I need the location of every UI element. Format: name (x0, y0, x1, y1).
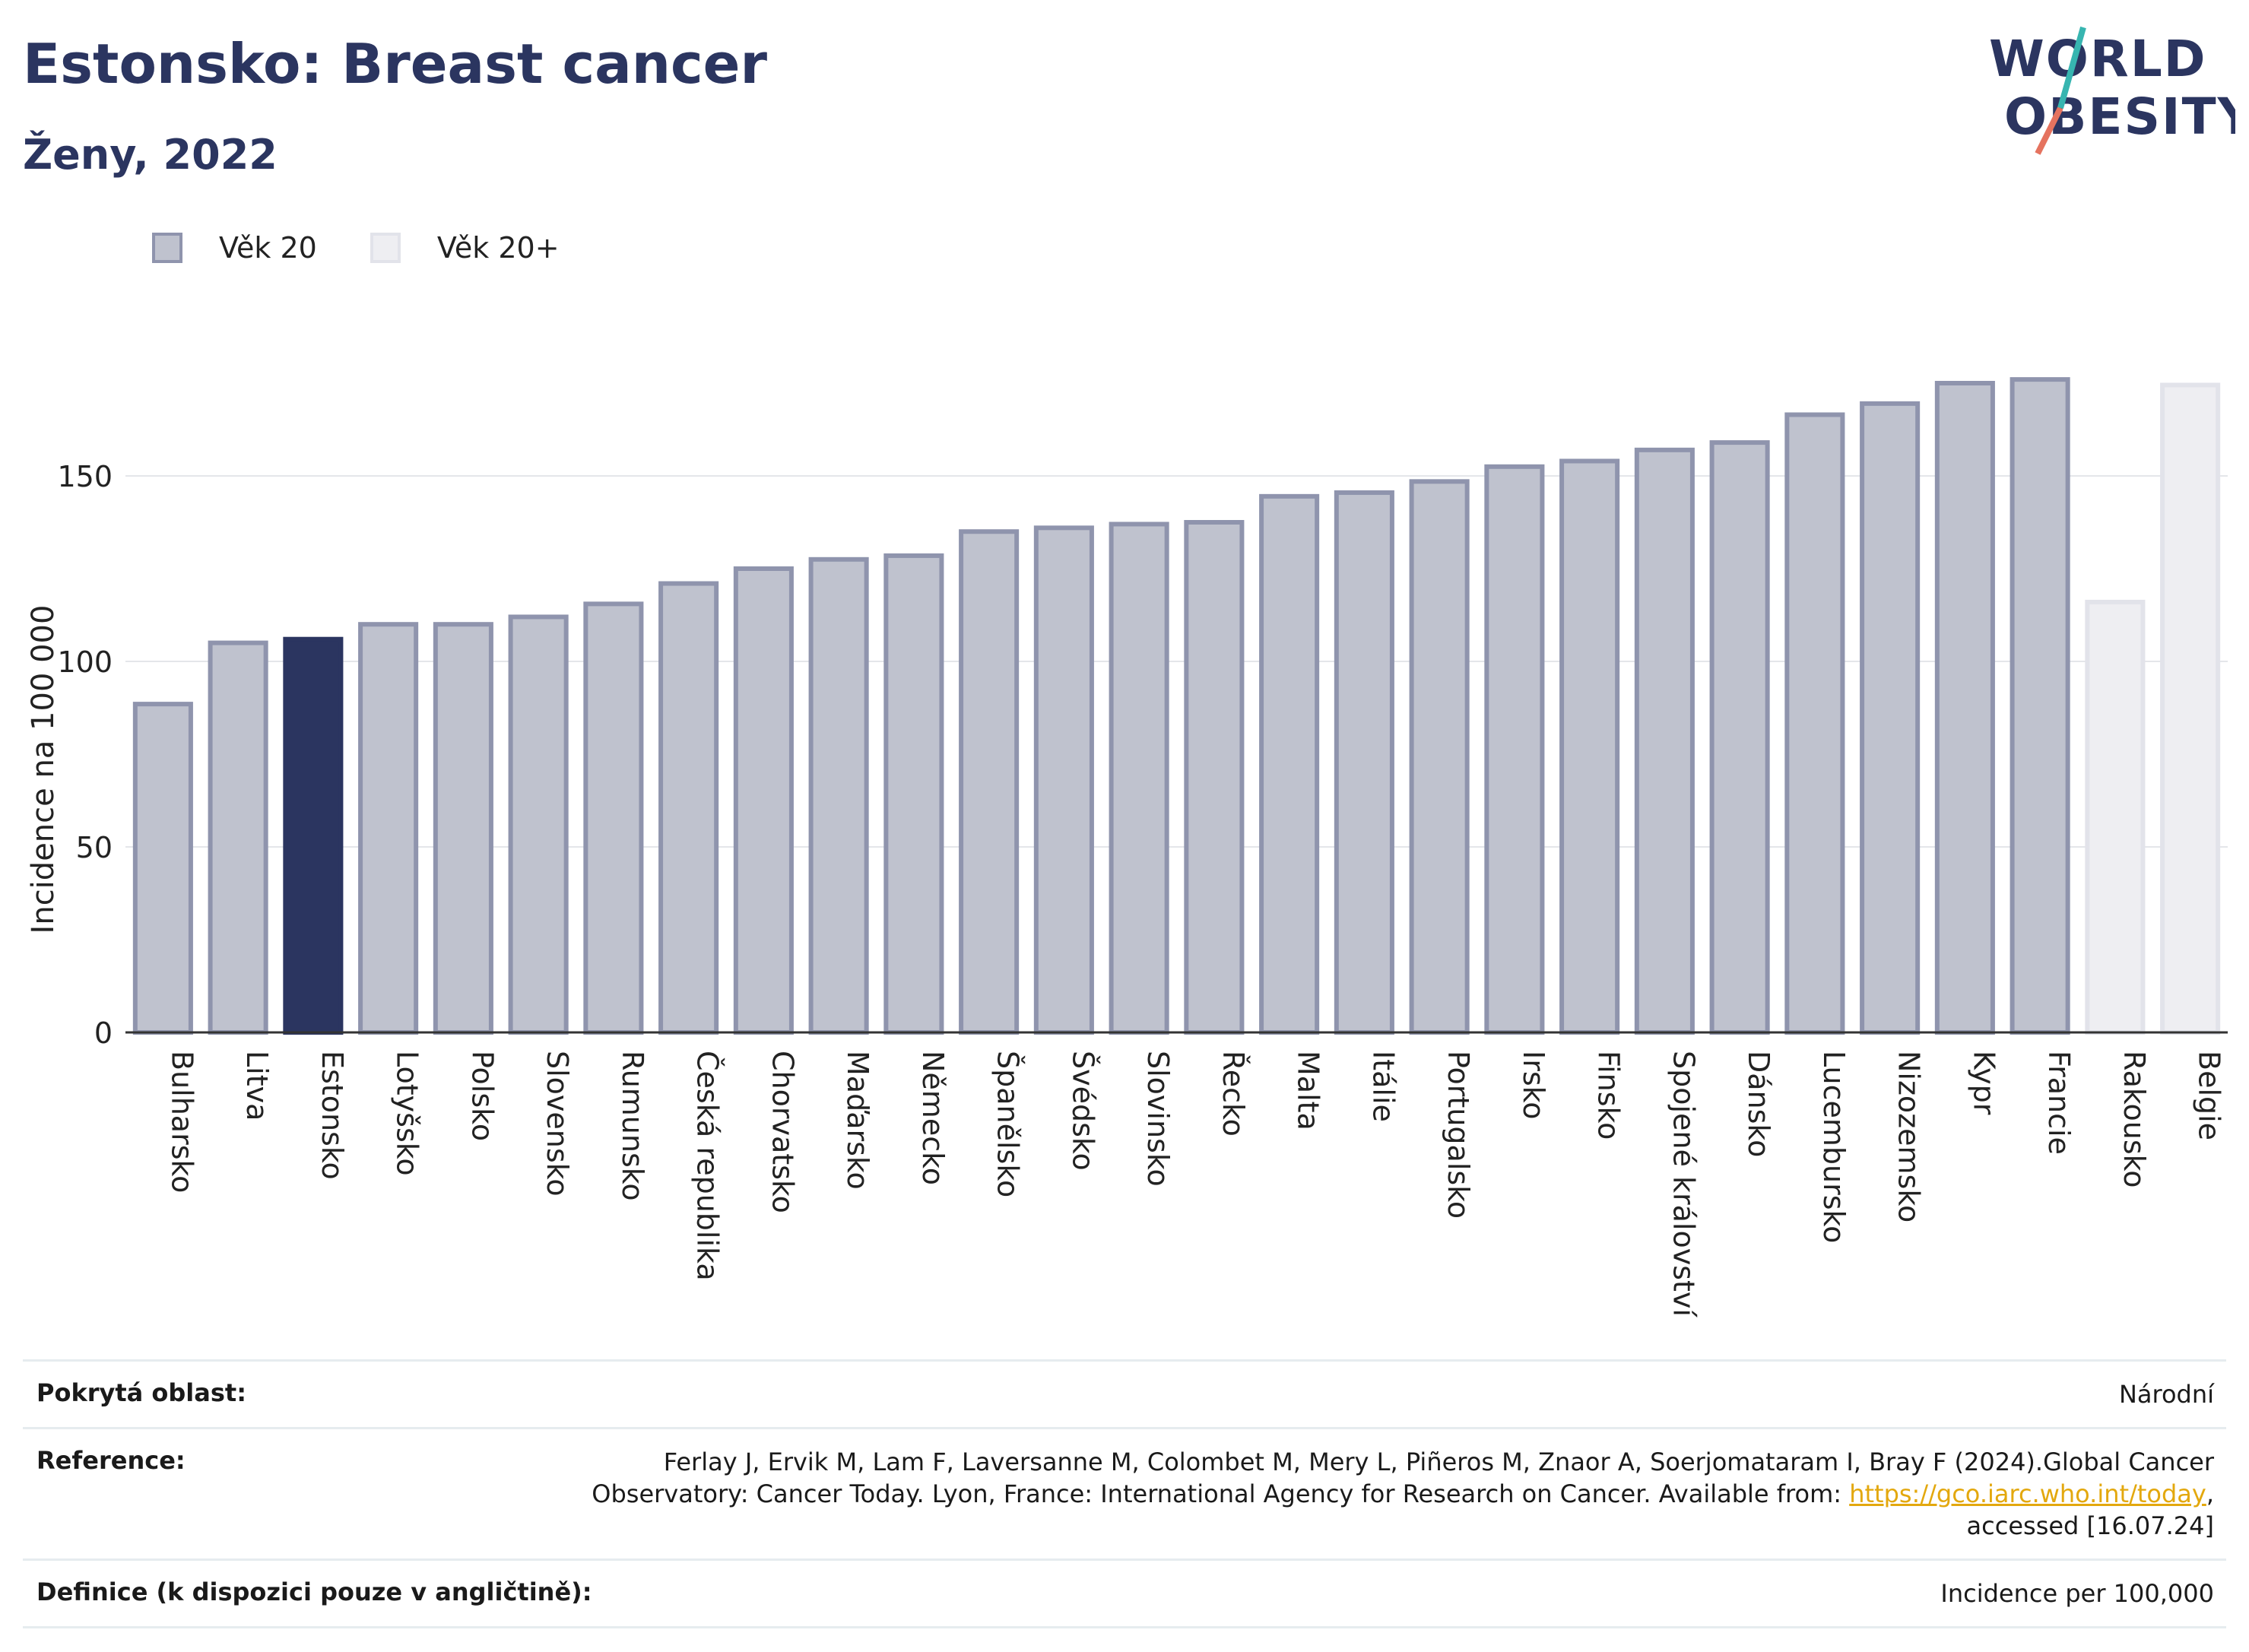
coverage-value: Národní (2118, 1380, 2214, 1409)
bar-lotyšsko[interactable] (358, 622, 419, 1035)
x-tick-label: Lotyšsko (391, 1051, 424, 1176)
chart-legend: Věk 20 Věk 20+ (152, 225, 613, 271)
bar-spojené-království[interactable] (1634, 447, 1695, 1035)
legend-item-age-20[interactable]: Věk 20 (152, 231, 317, 265)
y-tick-label: 50 (76, 831, 113, 864)
coverage-label: Pokrytá oblast: (36, 1378, 246, 1407)
x-tick-label: Portugalsko (1442, 1051, 1475, 1219)
bar-slovensko[interactable] (508, 614, 569, 1035)
bar-portugalsko[interactable] (1409, 479, 1470, 1035)
legend-swatch-age-20 (152, 233, 182, 263)
bar-maďarsko[interactable] (808, 556, 869, 1035)
x-tick-label: Malta (1292, 1051, 1325, 1130)
x-tick-label: Bulharsko (165, 1051, 198, 1193)
legend-swatch-age-20-plus (370, 233, 401, 263)
reference-value: Ferlay J, Ervik M, Lam F, Laversanne M, … (592, 1446, 2214, 1542)
x-tick-label: Španělsko (991, 1051, 1025, 1197)
x-tick-label: Litva (240, 1051, 274, 1121)
bar-chart: 0 50 100 150 Incidence na 100 000 Bulharsko L… (26, 377, 2228, 1317)
bar-irsko[interactable] (1484, 464, 1545, 1035)
x-tick-label: Francie (2042, 1051, 2076, 1155)
bar-belgie[interactable] (2160, 382, 2221, 1035)
bar-polsko[interactable] (433, 622, 493, 1035)
bar-bulharsko[interactable] (132, 702, 193, 1035)
world-obesity-logo: WORLD OBESITY (1989, 26, 2235, 155)
x-tick-label: Švédsko (1066, 1051, 1099, 1171)
x-tick-label: Rumunsko (616, 1051, 649, 1201)
bar-finsko[interactable] (1559, 458, 1620, 1035)
x-tick-label: Estonsko (316, 1051, 349, 1180)
y-axis-label: Incidence na 100 000 (26, 605, 61, 934)
legend-label: Věk 20 (219, 231, 317, 265)
footer-row-reference: Reference: Ferlay J, Ervik M, Lam F, Lav… (23, 1427, 2226, 1558)
page-subtitle: Ženy, 2022 (23, 131, 278, 179)
bar-rakousko[interactable] (2085, 599, 2146, 1035)
bar-lucembursko[interactable] (1784, 412, 1845, 1035)
reference-text: Ferlay J, Ervik M, Lam F, Laversanne M, … (663, 1447, 2214, 1476)
bar-švédsko[interactable] (1033, 525, 1094, 1035)
footer-row-definition: Definice (k dispozici pouze v angličtině… (23, 1558, 2226, 1628)
definition-label: Definice (k dispozici pouze v angličtině… (36, 1577, 592, 1606)
bar-slovinsko[interactable] (1109, 522, 1169, 1035)
x-tick-label: Belgie (2193, 1051, 2226, 1140)
bar-francie[interactable] (2010, 377, 2070, 1035)
bar-řecko[interactable] (1184, 520, 1245, 1035)
x-tick-label: Polsko (465, 1051, 499, 1141)
reference-text: , (2206, 1479, 2214, 1508)
y-tick-label: 150 (57, 460, 113, 493)
reference-text: Observatory: Cancer Today. Lyon, France:… (592, 1479, 1850, 1508)
bar-španělsko[interactable] (959, 529, 1020, 1035)
x-tick-label: Nizozemsko (1892, 1051, 1926, 1222)
x-tick-label: Slovinsko (1141, 1051, 1175, 1187)
y-tick-label: 0 (94, 1016, 113, 1050)
definition-value: Incidence per 100,000 (1940, 1579, 2214, 1608)
bar-kypr[interactable] (1934, 381, 1995, 1035)
reference-text: accessed [16.07.24] (1966, 1511, 2214, 1540)
x-tick-label: Finsko (1592, 1051, 1626, 1140)
bar-litva[interactable] (208, 640, 268, 1035)
bar-itálie[interactable] (1334, 490, 1394, 1035)
x-tick-label: Řecko (1216, 1051, 1250, 1137)
x-tick-label: Chorvatsko (766, 1051, 799, 1213)
reference-label: Reference: (36, 1446, 186, 1475)
x-tick-label: Lucembursko (1817, 1051, 1851, 1243)
bar-dánsko[interactable] (1709, 440, 1770, 1035)
svg-text:OBESITY: OBESITY (2004, 87, 2235, 146)
svg-text:WORLD: WORLD (1989, 30, 2207, 88)
footer-row-coverage: Pokrytá oblast: Národní (23, 1359, 2226, 1427)
x-tick-label: Česká republika (691, 1051, 725, 1281)
page-title: Estonsko: Breast cancer (23, 32, 767, 96)
x-tick-label: Německo (916, 1051, 950, 1185)
y-tick-label: 100 (57, 645, 113, 679)
x-tick-label: Slovensko (541, 1051, 574, 1197)
bar-německo[interactable] (883, 553, 944, 1035)
legend-label: Věk 20+ (436, 231, 560, 265)
bar-česká-republika[interactable] (658, 581, 719, 1035)
x-tick-label: Kypr (1967, 1051, 2000, 1115)
bar-rumunsko[interactable] (583, 601, 644, 1035)
legend-item-age-20-plus[interactable]: Věk 20+ (370, 231, 560, 265)
x-tick-label: Maďarsko (841, 1051, 874, 1190)
bar-estonsko[interactable] (283, 636, 344, 1035)
bar-chorvatsko[interactable] (733, 566, 794, 1035)
x-tick-label: Irsko (1517, 1051, 1550, 1120)
reference-link[interactable]: https://gco.iarc.who.int/today (1849, 1479, 2206, 1508)
x-tick-label: Itálie (1366, 1051, 1400, 1122)
bar-malta[interactable] (1259, 493, 1320, 1035)
x-tick-label: Rakousko (2117, 1051, 2151, 1188)
bar-nizozemsko[interactable] (1860, 401, 1921, 1035)
x-tick-label: Dánsko (1742, 1051, 1775, 1157)
chart-footer: Pokrytá oblast: Národní Reference: Ferla… (23, 1359, 2226, 1628)
x-tick-label: Spojené království (1667, 1051, 1700, 1317)
